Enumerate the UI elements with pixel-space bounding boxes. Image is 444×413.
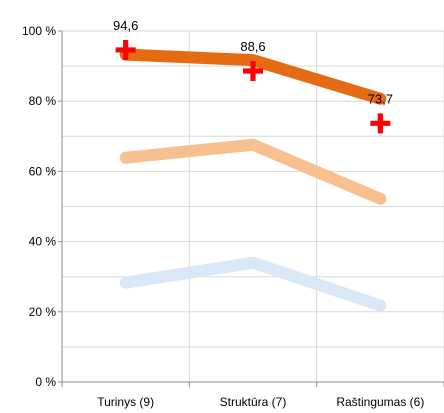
cross-marker-point: [115, 39, 136, 60]
y-tick-label: 40 %: [29, 235, 57, 249]
x-tick-labels: Turinys (9) Struktūra (7) Raštingumas (6): [97, 395, 424, 409]
cross-marker-point: [243, 61, 263, 82]
y-tick-label: 80 %: [29, 94, 57, 108]
markers-layer: [115, 39, 391, 134]
y-tick-label: 60 %: [29, 164, 57, 178]
series-line-1: [119, 256, 387, 312]
x-tick-label: Struktūra (7): [220, 395, 287, 409]
y-tick-labels: 0 % 20 % 40 % 60 % 80 % 100 %: [22, 24, 56, 389]
y-tick-label: 20 %: [29, 305, 57, 319]
data-label: 88,6: [240, 39, 265, 54]
series-line-2: [119, 138, 387, 205]
data-labels: 94,6 88,6 73,7: [113, 18, 393, 106]
y-tick-label: 100 %: [22, 24, 56, 38]
data-label: 94,6: [113, 18, 138, 33]
x-tick-label: Raštingumas (6): [336, 395, 424, 409]
data-label: 73,7: [368, 91, 393, 106]
axes: [58, 30, 444, 387]
series-layer: [119, 48, 387, 312]
y-tick-label: 0 %: [35, 375, 56, 389]
grid: [62, 30, 444, 382]
series-line-3: [119, 48, 387, 105]
x-tick-label: Turinys (9): [97, 395, 154, 409]
cross-marker-point: [370, 113, 391, 134]
